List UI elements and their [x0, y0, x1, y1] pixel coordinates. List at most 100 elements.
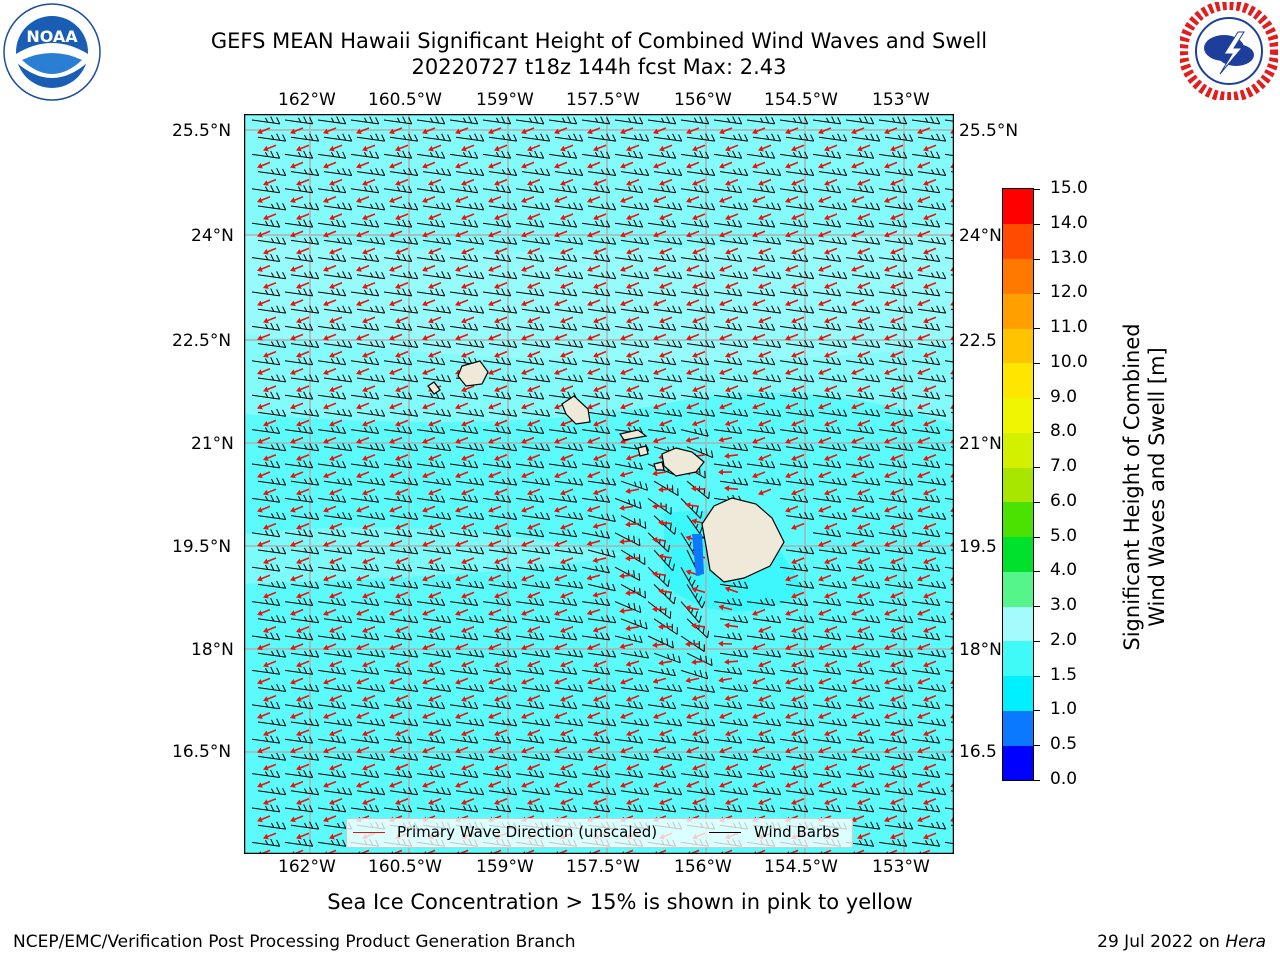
- wind-barb: [779, 632, 809, 641]
- wind-barb: [587, 443, 617, 452]
- wave-direction-arrow: [857, 729, 871, 737]
- wind-barb: [719, 787, 749, 796]
- wave-direction-arrow: [620, 127, 634, 135]
- wave-direction-arrow: [619, 572, 634, 579]
- wave-direction-arrow: [395, 522, 409, 530]
- colorbar-tick-mark: [1034, 710, 1040, 712]
- wind-barb: [350, 357, 380, 366]
- wind-barb: [752, 615, 782, 624]
- wind-barb: [548, 253, 578, 262]
- wind-barb: [653, 480, 679, 496]
- wind-barb: [554, 305, 584, 314]
- wind-barb: [389, 167, 419, 176]
- wave-direction-arrow: [619, 643, 634, 650]
- wind-barb: [482, 666, 512, 675]
- wind-barb: [614, 288, 644, 297]
- wind-barb: [845, 150, 875, 159]
- wave-direction-arrow: [296, 282, 310, 289]
- wave-direction-arrow: [521, 264, 535, 272]
- wind-barb: [548, 185, 578, 194]
- wind-barb: [851, 443, 881, 452]
- wave-direction-arrow: [362, 178, 376, 186]
- wave-direction-arrow: [592, 557, 607, 564]
- wave-direction-arrow: [686, 127, 700, 135]
- wind-barb: [317, 494, 347, 503]
- wind-barb: [713, 769, 743, 778]
- wave-direction-arrow: [356, 402, 370, 410]
- wind-barb: [686, 584, 706, 609]
- wave-direction-arrow: [527, 144, 541, 152]
- colorbar-tick-mark: [1034, 780, 1040, 781]
- wind-barb: [350, 185, 380, 194]
- wind-barb: [317, 597, 347, 606]
- lon-label-top: 154.5°W: [764, 90, 838, 110]
- wind-barb: [323, 271, 353, 280]
- wave-direction-arrow: [719, 127, 733, 135]
- wave-direction-arrow: [791, 660, 805, 668]
- wave-direction-arrow: [692, 144, 706, 152]
- wind-barb: [251, 425, 281, 434]
- wave-direction-arrow: [586, 505, 601, 513]
- wind-barb: [323, 133, 353, 142]
- colorbar-segment: [1003, 258, 1033, 294]
- wind-barb-legend-label: Wind Barbs: [754, 823, 840, 841]
- wind-barb: [752, 339, 782, 348]
- wave-direction-arrow: [494, 419, 508, 427]
- wind-barb: [614, 461, 643, 470]
- noaa-logo: NOAA: [2, 2, 102, 102]
- wind-barb: [647, 735, 677, 744]
- wave-direction-arrow: [890, 213, 904, 221]
- wave-direction-arrow: [455, 712, 469, 719]
- wave-direction-arrow: [554, 333, 568, 341]
- colorbar-tick-label: 5.0: [1050, 525, 1078, 546]
- wind-barb: [350, 804, 380, 813]
- colorbar-tick-mark: [1034, 362, 1040, 364]
- wind-barb: [317, 219, 347, 228]
- wave-direction-arrow: [455, 264, 469, 272]
- wave-direction-arrow: [488, 471, 502, 479]
- wave-direction-arrow: [620, 712, 634, 719]
- wind-barb: [686, 339, 716, 348]
- wave-direction-arrow: [691, 659, 706, 666]
- wave-direction-arrow: [395, 385, 409, 393]
- wind-barb: [818, 374, 848, 383]
- wind-barb: [620, 683, 650, 692]
- wave-direction-arrow: [685, 605, 700, 611]
- wave-direction-arrow: [686, 196, 700, 203]
- wind-barb: [752, 443, 782, 452]
- wave-direction-arrow: [752, 608, 766, 616]
- wave-direction-arrow: [290, 780, 304, 788]
- wind-barb: [554, 580, 584, 589]
- wind-barb: [785, 752, 815, 761]
- wave-direction-arrow: [718, 436, 733, 443]
- wave-direction-arrow: [587, 196, 601, 203]
- wind-barb: [719, 167, 749, 176]
- wind-barb: [785, 477, 815, 486]
- colorbar-tick-mark: [1034, 745, 1040, 747]
- wind-barb: [785, 202, 815, 211]
- wave-direction-arrow: [323, 574, 337, 582]
- wind-barb: [680, 701, 710, 710]
- wind-barb: [680, 357, 710, 366]
- wind-barb: [719, 236, 749, 245]
- wave-direction-arrow: [263, 454, 277, 461]
- wave-direction-arrow: [818, 368, 832, 375]
- wind-barb: [614, 357, 644, 366]
- wave-direction-arrow: [724, 452, 739, 459]
- wind-barb: [515, 597, 545, 606]
- colorbar-segment: [1003, 536, 1033, 572]
- wind-barb: [614, 532, 641, 547]
- wind-barb: [548, 116, 578, 125]
- wave-direction-arrow: [752, 643, 766, 651]
- wind-barb: [587, 167, 617, 176]
- map-title: GEFS MEAN Hawaii Significant Height of C…: [210, 29, 988, 53]
- wind-barb: [515, 632, 545, 641]
- wind-barb: [257, 821, 287, 830]
- wave-direction-arrow: [257, 230, 271, 238]
- wind-barb: [521, 271, 551, 280]
- wave-direction-arrow: [329, 350, 343, 358]
- wave-direction-arrow: [791, 316, 805, 324]
- wave-direction-arrow: [719, 333, 733, 341]
- wind-barb: [422, 580, 452, 589]
- wind-barb: [851, 752, 881, 761]
